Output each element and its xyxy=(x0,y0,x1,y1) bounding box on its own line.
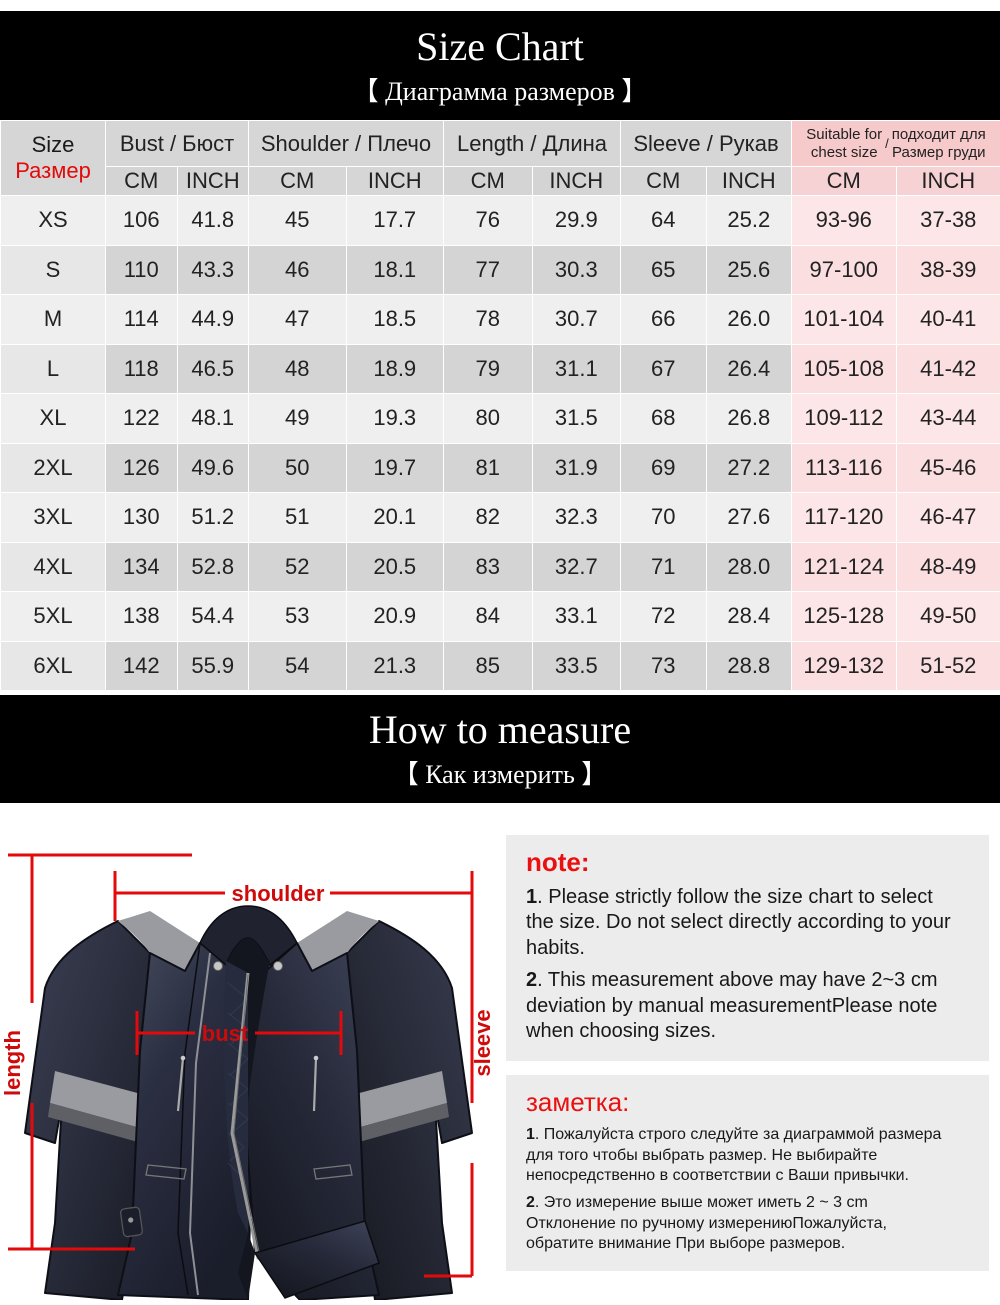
svg-text:bust: bust xyxy=(202,1021,249,1046)
svg-text:length: length xyxy=(0,1030,25,1096)
svg-text:sleeve: sleeve xyxy=(470,1009,495,1076)
svg-text:shoulder: shoulder xyxy=(232,881,325,906)
